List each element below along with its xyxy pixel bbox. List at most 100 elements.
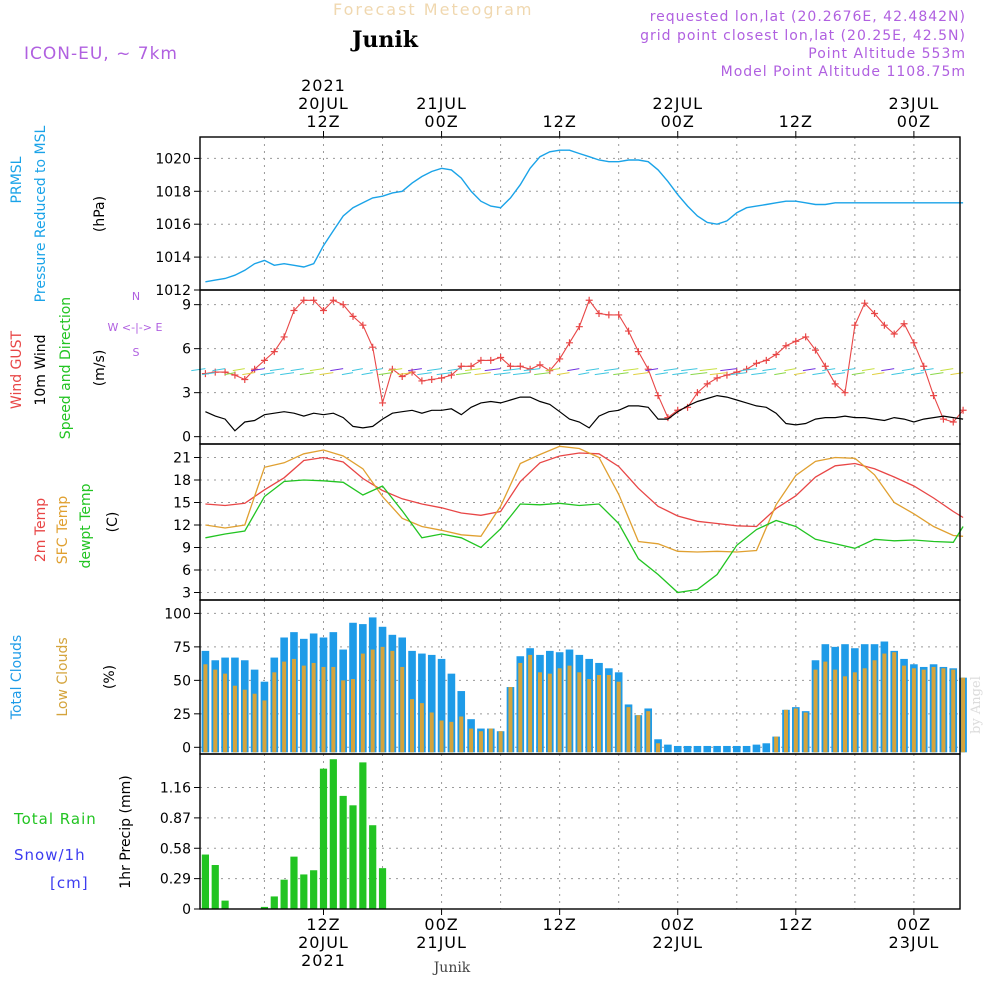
dewpt-series-line	[205, 479, 964, 594]
rain-bar	[319, 768, 328, 909]
low-cloud-bar	[557, 668, 562, 753]
rain-bar	[349, 805, 357, 909]
low-cloud-bar	[528, 654, 533, 753]
rain-bar	[221, 900, 229, 909]
bottom-x-tick-label: 12Z	[779, 915, 813, 934]
low-cloud-bar	[242, 689, 247, 753]
wind-direction-arrow	[881, 368, 895, 372]
total-cloud-bar	[418, 653, 426, 753]
gust-point	[939, 415, 947, 423]
gust-point	[467, 362, 475, 370]
gust-point	[438, 374, 446, 382]
wind-direction-arrow	[378, 372, 393, 376]
wind-direction-arrow	[690, 372, 708, 376]
y-tick-label: 18	[173, 473, 191, 489]
gust-point	[821, 362, 829, 370]
low-cloud-bar	[410, 699, 415, 753]
gust-point	[762, 356, 770, 364]
compass-we: W <-|-> E	[108, 321, 163, 334]
label-10m-wind: 10m Wind	[33, 334, 49, 405]
low-cloud-bar	[843, 676, 848, 753]
top-x-tick-label: 12Z	[542, 112, 576, 131]
wind-direction-arrow	[351, 368, 363, 372]
y-tick-label: 1020	[155, 151, 191, 167]
low-cloud-bar	[498, 731, 503, 753]
low-cloud-bar	[321, 666, 326, 753]
wind-direction-arrow	[578, 372, 590, 376]
y-tick-label: 6	[182, 342, 191, 358]
bottom-x-tick-label: 20JUL	[298, 933, 349, 952]
wind-direction-arrow	[330, 368, 344, 372]
low-cloud-bar	[803, 712, 808, 753]
gust-point	[388, 365, 396, 373]
gust-point	[359, 321, 367, 329]
wind-direction-arrow	[436, 372, 452, 376]
y-tick-label: 0.29	[160, 872, 191, 888]
y-tick-label: 1014	[155, 250, 191, 266]
gust-point	[713, 374, 721, 382]
low-cloud-bar	[636, 715, 641, 753]
wind-direction-arrow	[774, 372, 787, 376]
low-cloud-bar	[291, 658, 296, 753]
wind-direction-arrow	[523, 368, 541, 372]
footer-station-name: Junik	[432, 960, 471, 976]
wind-panel-frame	[199, 289, 961, 445]
gust-point	[516, 362, 524, 370]
wind-direction-arrow	[408, 368, 422, 372]
low-cloud-bar	[951, 669, 956, 753]
wind-speed-series-line	[205, 394, 964, 432]
wind-direction-arrow	[594, 372, 609, 376]
low-cloud-bar	[370, 649, 375, 753]
wind-direction-arrow	[260, 372, 275, 376]
label-sfc-temp: SFC Temp	[55, 496, 71, 565]
gust-point	[634, 348, 642, 356]
total-cloud-bar	[752, 744, 761, 753]
gust-point	[752, 359, 760, 367]
pressure-series-line	[205, 149, 964, 283]
wind-direction-arrow	[556, 372, 570, 376]
pressure-panel-frame	[199, 136, 961, 291]
wind-direction-arrow	[831, 372, 846, 376]
low-cloud-bar	[567, 665, 572, 753]
y-tick-label: 3	[182, 586, 191, 602]
wind-direction-arrow	[911, 372, 924, 376]
low-cloud-bar	[646, 711, 651, 753]
gust-point	[556, 355, 564, 363]
low-cloud-bar	[587, 679, 592, 753]
y-tick-label: 6	[182, 563, 191, 579]
low-cloud-bar	[282, 661, 287, 753]
wind-direction-arrow	[212, 368, 226, 372]
bottom-x-tick-label: 23JUL	[889, 933, 940, 952]
gust-point	[379, 399, 387, 407]
wind-direction-arrow	[224, 372, 236, 376]
low-cloud-bar	[449, 721, 454, 753]
top-x-tick-label: 12Z	[779, 112, 813, 131]
gust-point	[802, 333, 810, 341]
total-cloud-bar	[673, 745, 682, 753]
gust-point	[280, 333, 288, 341]
wind-direction-arrow	[812, 372, 826, 376]
low-cloud-bar	[351, 679, 356, 753]
rain-bar	[339, 795, 347, 909]
gust-point	[733, 368, 741, 376]
low-cloud-bar	[262, 700, 267, 753]
gust-point	[880, 321, 888, 329]
wind-direction-arrow	[388, 368, 403, 372]
gust-point	[900, 320, 908, 328]
rain-bar	[201, 854, 210, 909]
top-x-tick-label: 2021	[301, 76, 346, 95]
wind-direction-arrow	[751, 372, 767, 376]
wind-direction-arrow	[655, 372, 668, 376]
rain-bar	[310, 870, 318, 909]
low-cloud-bar	[390, 650, 395, 753]
total-cloud-bar	[437, 658, 446, 753]
wind-direction-arrow	[474, 372, 491, 376]
gust-point	[959, 406, 967, 414]
low-cloud-bar	[941, 668, 946, 753]
wind-direction-arrow	[802, 368, 816, 372]
y-tick-label: 15	[173, 496, 191, 512]
low-cloud-bar	[931, 666, 936, 753]
wind-direction-arrow	[645, 368, 659, 372]
low-cloud-bar	[813, 669, 818, 753]
